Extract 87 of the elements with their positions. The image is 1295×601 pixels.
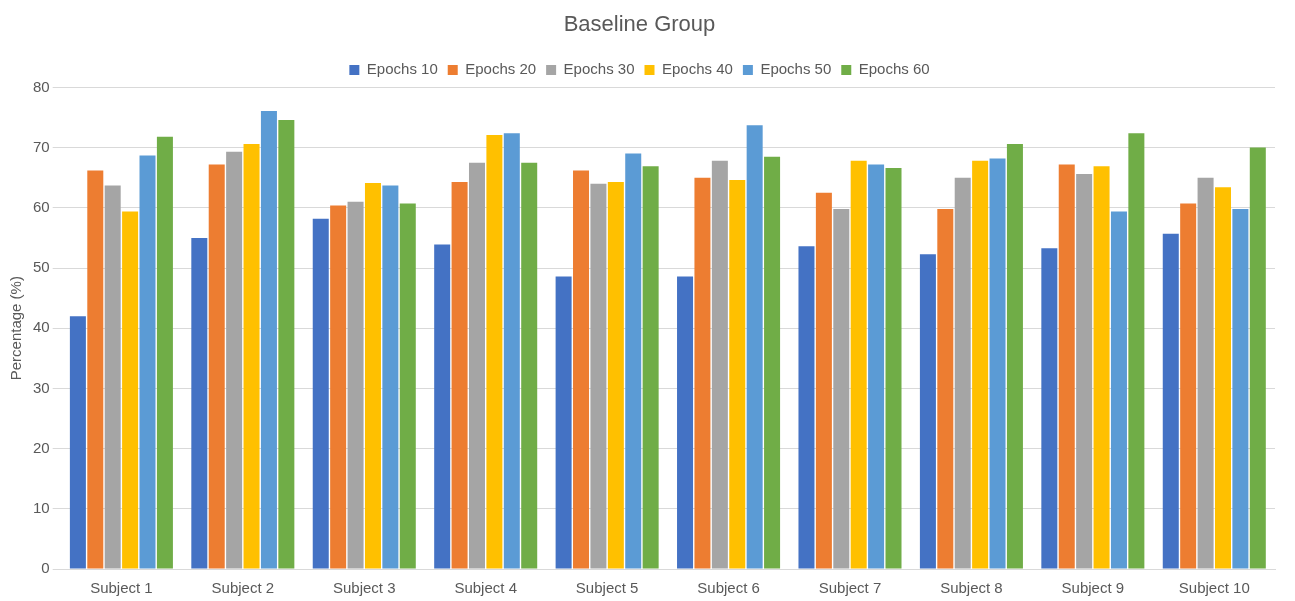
bar <box>798 246 815 569</box>
x-tick-label: Subject 7 <box>818 579 882 597</box>
bar <box>330 205 347 569</box>
chart-title: Baseline Group <box>563 11 716 37</box>
legend-label: Epochs 50 <box>760 60 832 78</box>
x-tick-label: Subject 6 <box>697 579 760 597</box>
bar <box>1180 203 1197 569</box>
bar <box>1249 147 1266 569</box>
bar <box>503 133 520 569</box>
bar <box>208 164 225 569</box>
y-axis-title: Percentage (%) <box>7 276 25 381</box>
bar <box>122 211 139 569</box>
bar <box>312 218 329 569</box>
x-tick-label: Subject 5 <box>575 579 639 597</box>
bar <box>868 164 885 569</box>
bar <box>746 125 763 569</box>
bar <box>156 136 173 569</box>
x-tick-label: Subject 4 <box>454 579 517 597</box>
y-tick-label: 40 <box>33 318 50 336</box>
legend-label: Epochs 60 <box>858 60 930 78</box>
legend-label: Epochs 20 <box>465 60 537 78</box>
bar <box>677 276 694 569</box>
x-tick-label: Subject 8 <box>940 579 1003 597</box>
bar <box>1128 133 1145 569</box>
bar <box>468 162 485 569</box>
bar <box>1214 187 1231 569</box>
bar <box>1232 209 1249 569</box>
bar <box>1076 174 1093 569</box>
bar <box>521 162 538 569</box>
y-tick-label: 10 <box>33 498 50 516</box>
y-tick-label: 30 <box>33 378 50 396</box>
bar <box>573 170 590 569</box>
bar <box>972 160 989 569</box>
bar <box>1110 211 1127 569</box>
bar <box>243 143 260 569</box>
bar <box>815 192 832 569</box>
x-tick-label: Subject 1 <box>90 579 153 597</box>
x-tick-label: Subject 9 <box>1061 579 1125 597</box>
bar <box>954 177 971 569</box>
y-tick-label: 60 <box>33 197 50 215</box>
bar <box>711 160 728 569</box>
y-tick-label: 70 <box>33 137 50 155</box>
bar <box>642 166 659 569</box>
bar <box>104 185 121 569</box>
bar <box>1197 177 1214 569</box>
x-tick-label: Subject 10 <box>1178 579 1250 597</box>
bar <box>625 153 642 569</box>
bar <box>1058 164 1075 569</box>
bar <box>590 183 607 569</box>
bar <box>69 316 86 569</box>
bar <box>1162 233 1179 569</box>
bar <box>260 110 277 569</box>
bar <box>1006 143 1023 569</box>
legend-label: Epochs 30 <box>563 60 635 78</box>
bar <box>833 209 850 569</box>
y-tick-label: 80 <box>33 77 50 95</box>
bar <box>191 237 208 569</box>
legend-label: Epochs 10 <box>366 60 438 78</box>
x-tick-label: Subject 2 <box>211 579 275 597</box>
bar <box>764 156 781 569</box>
bar <box>434 244 451 569</box>
y-tick-label: 20 <box>33 438 50 456</box>
bar <box>139 155 156 569</box>
legend-label: Epochs 40 <box>662 60 733 78</box>
bar <box>347 201 364 569</box>
bar <box>87 170 104 569</box>
bar <box>989 158 1006 569</box>
bar <box>1093 166 1110 569</box>
bar <box>850 160 867 569</box>
bar <box>226 151 243 569</box>
x-tick-label: Subject 3 <box>332 579 396 597</box>
bar <box>278 119 295 569</box>
bar <box>937 209 954 569</box>
bar <box>729 180 746 569</box>
y-tick-label: 50 <box>33 258 50 276</box>
bar <box>399 203 416 569</box>
bar <box>1041 248 1058 569</box>
bar <box>555 276 572 569</box>
bar <box>382 185 399 569</box>
bar <box>919 254 936 569</box>
bar <box>694 177 711 569</box>
bar <box>364 183 381 569</box>
bar <box>607 181 624 569</box>
bar <box>885 168 902 569</box>
y-tick-label: 0 <box>41 559 50 577</box>
bar <box>451 181 468 569</box>
bar <box>486 134 503 569</box>
